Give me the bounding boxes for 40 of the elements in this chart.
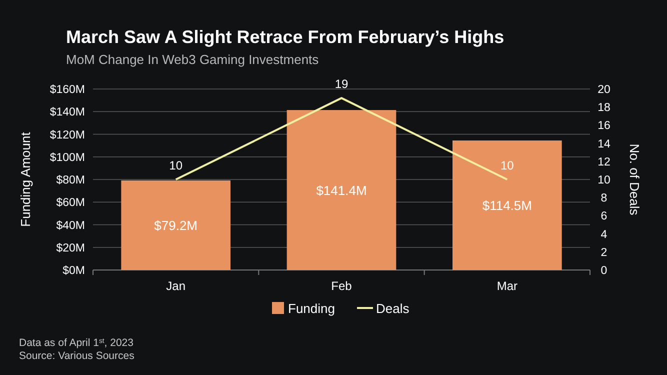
y-tick-label: $160M bbox=[50, 84, 85, 96]
source-note: Source: Various Sources bbox=[19, 350, 134, 362]
y-tick-label: $120M bbox=[50, 129, 85, 142]
legend-label: Deals bbox=[376, 301, 410, 316]
y-tick-label: $60M bbox=[56, 197, 85, 210]
y-axis-title: Funding Amount bbox=[18, 132, 33, 227]
y-tick-label: $80M bbox=[56, 174, 85, 186]
y-tick-label: $140M bbox=[50, 106, 85, 119]
data-label: 19 bbox=[334, 77, 348, 92]
x-tick-label: Jan bbox=[166, 279, 186, 293]
bar bbox=[452, 140, 562, 270]
y2-tick-label: 8 bbox=[600, 192, 608, 205]
y2-tick-label: 16 bbox=[598, 120, 610, 132]
y2-tick-label: 20 bbox=[598, 84, 610, 96]
y2-tick-label: 18 bbox=[598, 102, 610, 114]
y2-tick-label: 4 bbox=[600, 228, 608, 241]
y2-tick-label: 14 bbox=[598, 138, 611, 150]
x-tick-label: Mar bbox=[496, 279, 518, 293]
y-tick-label: $40M bbox=[56, 220, 85, 232]
legend-label: Funding bbox=[288, 301, 335, 316]
y2-tick-label: 12 bbox=[598, 156, 610, 168]
data-label: $141.4M bbox=[316, 183, 367, 198]
y-tick-label: $100M bbox=[50, 152, 85, 164]
data-label: $79.2M bbox=[154, 218, 198, 234]
y-tick-label: $0M bbox=[62, 265, 85, 277]
y2-tick-label: 0 bbox=[600, 265, 608, 277]
bar bbox=[121, 180, 231, 270]
y-tick-label: $20M bbox=[56, 242, 85, 254]
y2-tick-label: 10 bbox=[598, 174, 610, 186]
x-tick-label: Feb bbox=[331, 279, 352, 293]
data-label: 10 bbox=[169, 158, 183, 172]
y2-tick-label: 2 bbox=[600, 246, 608, 259]
bar bbox=[286, 110, 396, 270]
data-label: 10 bbox=[500, 158, 514, 172]
chart-subtitle: MoM Change In Web3 Gaming Investments bbox=[66, 52, 320, 67]
y2-axis-title: No. of Deals bbox=[627, 144, 642, 216]
y2-tick-label: 6 bbox=[600, 210, 608, 223]
text: Data as of April 1$^{st}$, 2023 bbox=[19, 337, 134, 349]
data-label: $114.5M bbox=[482, 198, 532, 214]
chart-title: March Saw A Slight Retrace From February’s Highs bbox=[66, 27, 504, 47]
